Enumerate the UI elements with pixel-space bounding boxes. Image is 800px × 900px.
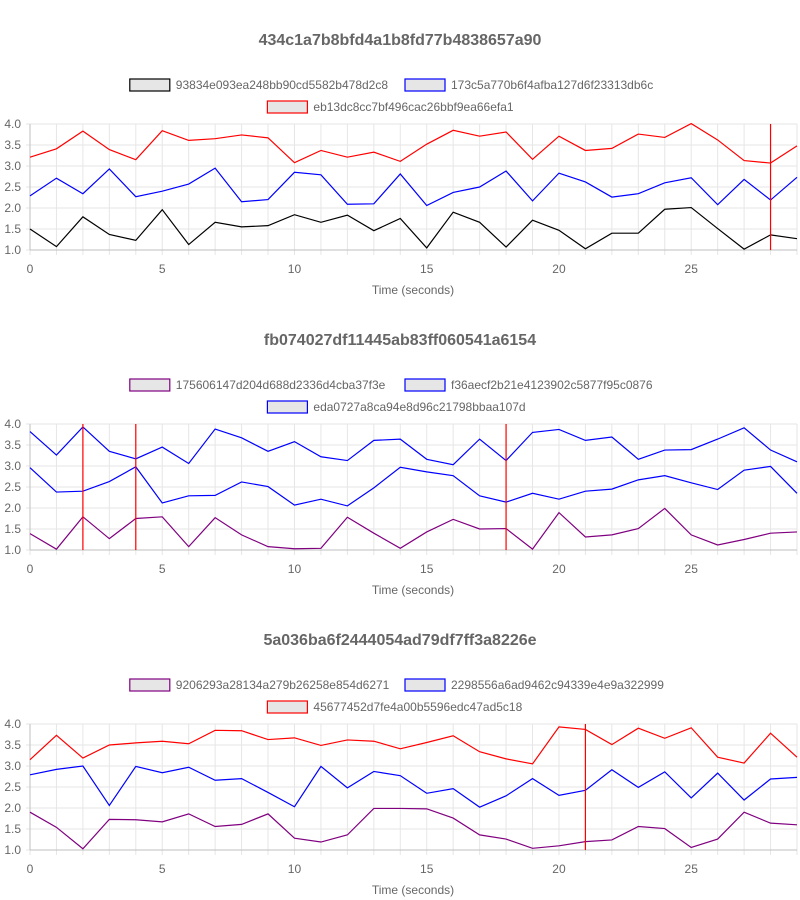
- series-line-3: [29, 426, 798, 466]
- x-tick-label: 0: [27, 562, 34, 576]
- y-tick-label: 1.5: [4, 822, 21, 836]
- legend-swatch: [266, 100, 308, 114]
- y-tick-label: 2.0: [4, 801, 21, 815]
- gridlines: [26, 123, 798, 255]
- chart-panel-1: 434c1a7b8bfd4a1b8fd77b4838657a90 93834e09…: [4, 32, 798, 297]
- y-tick-label: 3.5: [4, 438, 21, 452]
- x-tick-label: 25: [685, 262, 699, 276]
- series-line-2: [29, 167, 798, 207]
- x-axis-label: Time (seconds): [372, 583, 454, 597]
- legend-swatch: [129, 78, 171, 92]
- y-tick-label: 3.0: [4, 459, 21, 473]
- y-tick-label: 3.0: [4, 759, 21, 773]
- legend-swatch: [404, 378, 446, 392]
- series-line-1: [29, 206, 798, 250]
- x-tick-label: 5: [159, 262, 166, 276]
- chart-panel-2: fb074027df11445ab83ff060541a6154 17560614…: [4, 332, 798, 597]
- legend-swatch: [129, 378, 171, 392]
- y-tick-label: 1.5: [4, 522, 21, 536]
- x-tick-label: 0: [27, 262, 34, 276]
- legend: 175606147d204d688d2336d4cba37f3e f36aecf2…: [129, 378, 653, 414]
- y-tick-label: 1.5: [4, 222, 21, 236]
- legend: 93834e093ea248bb90cd5582b478d2c8 173c5a77…: [129, 78, 653, 114]
- legend-swatch: [129, 678, 171, 692]
- x-tick-label: 20: [552, 262, 566, 276]
- series-line-1: [29, 807, 798, 850]
- legend-label: 173c5a770b6f4afba127d6f23313db6c: [451, 78, 653, 92]
- y-tick-label: 2.0: [4, 501, 21, 515]
- gridlines: [26, 723, 798, 855]
- legend-swatch: [266, 400, 308, 414]
- x-tick-label: 10: [288, 862, 302, 876]
- legend-label: 2298556a6ad9462c94339e4e9a322999: [451, 678, 664, 692]
- y-tick-label: 1.0: [4, 243, 21, 257]
- legend-label: eda0727a8ca94e8d96c21798bbaa107d: [313, 400, 525, 414]
- x-axis-label: Time (seconds): [372, 283, 454, 297]
- series-line-2: [29, 765, 798, 808]
- y-tick-label: 4.0: [4, 717, 21, 731]
- series-line-3: [29, 122, 798, 164]
- legend-label: 93834e093ea248bb90cd5582b478d2c8: [176, 78, 389, 92]
- series-line-3: [29, 726, 798, 765]
- x-tick-label: 25: [685, 862, 699, 876]
- x-tick-label: 5: [159, 862, 166, 876]
- series-line-2: [29, 465, 798, 507]
- x-tick-label: 20: [552, 862, 566, 876]
- y-tick-label: 2.0: [4, 201, 21, 215]
- y-tick-label: 3.5: [4, 138, 21, 152]
- legend-swatch: [404, 78, 446, 92]
- x-tick-label: 10: [288, 262, 302, 276]
- legend-label: 175606147d204d688d2336d4cba37f3e: [176, 378, 386, 392]
- gridlines: [26, 423, 798, 555]
- chart-title: 5a036ba6f2444054ad79df7ff3a8226e: [263, 632, 536, 649]
- legend-label: 45677452d7fe4a00b5596edc47ad5c18: [313, 700, 522, 714]
- y-tick-label: 2.5: [4, 780, 21, 794]
- legend-swatch: [404, 678, 446, 692]
- y-tick-label: 1.0: [4, 843, 21, 857]
- x-tick-label: 5: [159, 562, 166, 576]
- legend-swatch: [266, 700, 308, 714]
- y-tick-label: 1.0: [4, 543, 21, 557]
- legend-label: eb13dc8cc7bf496cac26bbf9ea66efa1: [313, 100, 514, 114]
- y-tick-label: 4.0: [4, 117, 21, 131]
- x-tick-label: 15: [420, 562, 434, 576]
- chart-title: fb074027df11445ab83ff060541a6154: [264, 332, 536, 349]
- y-tick-label: 2.5: [4, 480, 21, 494]
- x-tick-label: 15: [420, 262, 434, 276]
- y-tick-label: 3.5: [4, 738, 21, 752]
- x-tick-label: 15: [420, 862, 434, 876]
- series-line-1: [29, 507, 798, 551]
- x-axis-label: Time (seconds): [372, 883, 454, 897]
- legend-label: f36aecf2b21e4123902c5877f95c0876: [451, 378, 653, 392]
- x-tick-label: 25: [685, 562, 699, 576]
- x-tick-label: 0: [27, 862, 34, 876]
- x-tick-label: 20: [552, 562, 566, 576]
- y-tick-label: 4.0: [4, 417, 21, 431]
- y-tick-label: 2.5: [4, 180, 21, 194]
- x-tick-label: 10: [288, 562, 302, 576]
- chart-panel-3: 5a036ba6f2444054ad79df7ff3a8226e 9206293a…: [4, 632, 798, 897]
- y-tick-label: 3.0: [4, 159, 21, 173]
- legend: 9206293a28134a279b26258e854d6271 2298556a…: [129, 678, 664, 714]
- legend-label: 9206293a28134a279b26258e854d6271: [176, 678, 390, 692]
- chart-title: 434c1a7b8bfd4a1b8fd77b4838657a90: [259, 32, 542, 49]
